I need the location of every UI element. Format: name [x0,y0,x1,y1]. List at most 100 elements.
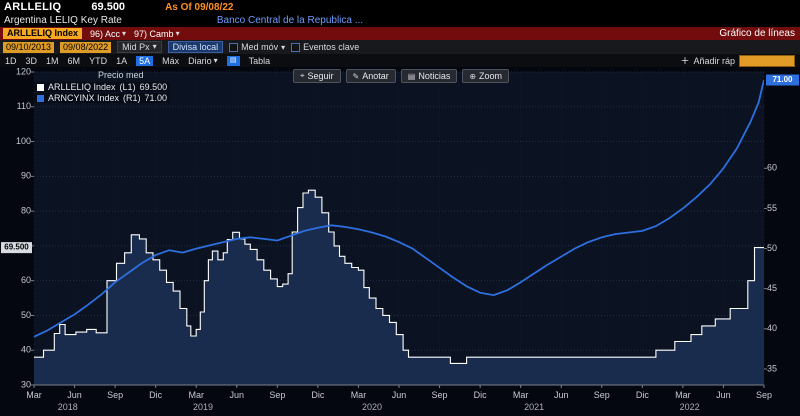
svg-text:55: 55 [767,203,777,213]
svg-text:2022: 2022 [680,402,700,412]
svg-text:Mar: Mar [188,390,204,400]
blue-series-swatch-icon [37,94,44,102]
svg-text:Dic: Dic [474,390,487,400]
svg-text:2020: 2020 [362,402,382,412]
chevron-down-icon: ▾ [281,42,286,52]
legend-title: Precio med [98,70,144,80]
svg-text:60: 60 [767,163,777,173]
security-name: Argentina LELIQ Key Rate [4,15,122,26]
edit-menu[interactable]: 97) Camb ▾ [134,29,180,39]
tab-period-5a[interactable]: 5A [136,55,154,66]
legend-entry-axis: (R1) [123,93,141,103]
svg-text:80: 80 [21,205,31,215]
chevron-down-icon: ▾ [213,56,218,65]
svg-text:2019: 2019 [193,402,213,412]
svg-text:90: 90 [21,171,31,181]
svg-text:Dic: Dic [636,390,649,400]
legend-entry-label: ARNCYINX Index [48,93,120,103]
quick-add-control: ＋ Añadir ráp [680,54,795,67]
chart-legend: Precio med ARLLELIQ Index (L1) 69.500 AR… [34,70,171,104]
table-button[interactable]: Tabla [248,55,271,66]
noticias-button[interactable]: ▤ Noticias [400,69,458,83]
tab-period-6m[interactable]: 6M [67,55,81,66]
price-field-label: Mid Px [122,42,150,52]
checkbox-icon[interactable] [291,42,301,52]
date-to-field[interactable]: 09/08/2022 [60,41,112,53]
svg-text:Dic: Dic [311,390,324,400]
svg-text:Sep: Sep [269,390,285,400]
svg-text:Mar: Mar [26,390,42,400]
actions-menu[interactable]: 96) Acc ▾ [90,29,126,39]
last-price: 69.500 [91,1,126,13]
white-series-swatch-icon [37,83,44,91]
button-label: Seguir [307,71,334,81]
svg-text:Sep: Sep [107,390,123,400]
frequency-dropdown[interactable]: Diario ▾ [188,56,218,66]
chevron-down-icon: ▾ [122,29,127,38]
news-icon: ▤ [407,71,416,81]
checkbox-icon[interactable] [229,42,239,52]
annotate-icon: ✎ [352,71,360,81]
tab-period-1a[interactable]: 1A [116,55,128,66]
header-line-1: ARLLELIQ 69.500 As Of 09/08/22 [0,0,800,14]
legend-entry-value: 69.500 [139,82,168,92]
zoom-icon: ⊕ [469,71,477,81]
chart-options-icon[interactable]: ▤ [226,55,240,66]
security-tag[interactable]: ARLLELIQ Index [3,28,83,39]
svg-text:69.500: 69.500 [4,243,29,252]
svg-text:40: 40 [21,345,31,355]
frequency-label: Diario [188,55,212,66]
quick-add-label[interactable]: Añadir ráp [693,55,735,66]
chart-tool-buttons: ⌖ Seguir ✎ Anotar ▤ Noticias ⊕ Zoom [293,69,510,83]
price-field-dropdown[interactable]: Mid Px ▾ [117,41,162,53]
legend-entry-axis: (L1) [119,82,136,92]
tab-period-1d[interactable]: 1D [5,55,17,66]
ticker-symbol: ARLLELIQ [4,1,62,13]
price-chart[interactable]: Mar Jun Sep Dic Mar Jun Sep Dic Mar Jun Sep Dic Mar J… [0,67,800,416]
svg-text:60: 60 [21,275,31,285]
as-of-date: As Of 09/08/22 [165,1,234,13]
svg-text:Mar: Mar [513,390,529,400]
svg-text:30: 30 [21,379,31,389]
seguir-button[interactable]: ⌖ Seguir [293,69,341,83]
data-source[interactable]: Banco Central de la Republica ... [216,15,364,26]
legend-entry-arlleliq[interactable]: ARLLELIQ Index (L1) 69.500 [34,82,171,92]
tab-period-máx[interactable]: Máx [162,55,180,66]
svg-text:Dic: Dic [149,390,162,400]
anotar-button[interactable]: ✎ Anotar [345,69,396,83]
tab-period-ytd[interactable]: YTD [89,55,108,66]
svg-text:71.00: 71.00 [772,75,793,84]
tab-period-3d[interactable]: 3D [25,55,38,66]
tab-period-1m[interactable]: 1M [46,55,59,66]
svg-text:Jun: Jun [230,390,245,400]
zoom-button[interactable]: ⊕ Zoom [462,69,510,83]
legend-entry-arncyinx[interactable]: ARNCYINX Index (R1) 71.00 [34,93,171,103]
svg-text:Sep: Sep [432,390,448,400]
key-events-toggle[interactable]: Eventos clave [291,42,359,52]
svg-text:Mar: Mar [675,390,691,400]
svg-text:Sep: Sep [756,390,772,400]
local-currency-button[interactable]: Divisa local [167,41,224,53]
date-from-field[interactable]: 09/10/2013 [3,41,55,53]
key-events-label: Eventos clave [303,42,360,52]
button-label: Zoom [479,71,503,81]
svg-text:Jun: Jun [716,390,731,400]
edit-menu-label: 97) Camb [134,28,174,39]
header-line-2: Argentina LELIQ Key Rate Banco Central d… [0,14,800,27]
legend-entry-label: ARLLELIQ Index [48,82,116,92]
moving-average-label: Med móv [241,42,279,52]
add-icon: ＋ [680,56,690,66]
moving-average-toggle[interactable]: Med móv ▾ [229,42,285,52]
svg-text:2021: 2021 [524,402,544,412]
svg-text:50: 50 [767,243,777,253]
svg-text:50: 50 [21,310,31,320]
red-menu-bar: ARLLELIQ Index 96) Acc ▾ 97) Camb ▾ Gráf… [0,27,800,40]
svg-text:Jun: Jun [392,390,407,400]
track-icon: ⌖ [300,71,305,80]
svg-text:40: 40 [767,323,777,333]
button-label: Anotar [362,71,389,81]
svg-text:45: 45 [767,283,777,293]
quick-add-input[interactable] [739,54,795,67]
legend-entry-value: 71.00 [144,93,168,103]
